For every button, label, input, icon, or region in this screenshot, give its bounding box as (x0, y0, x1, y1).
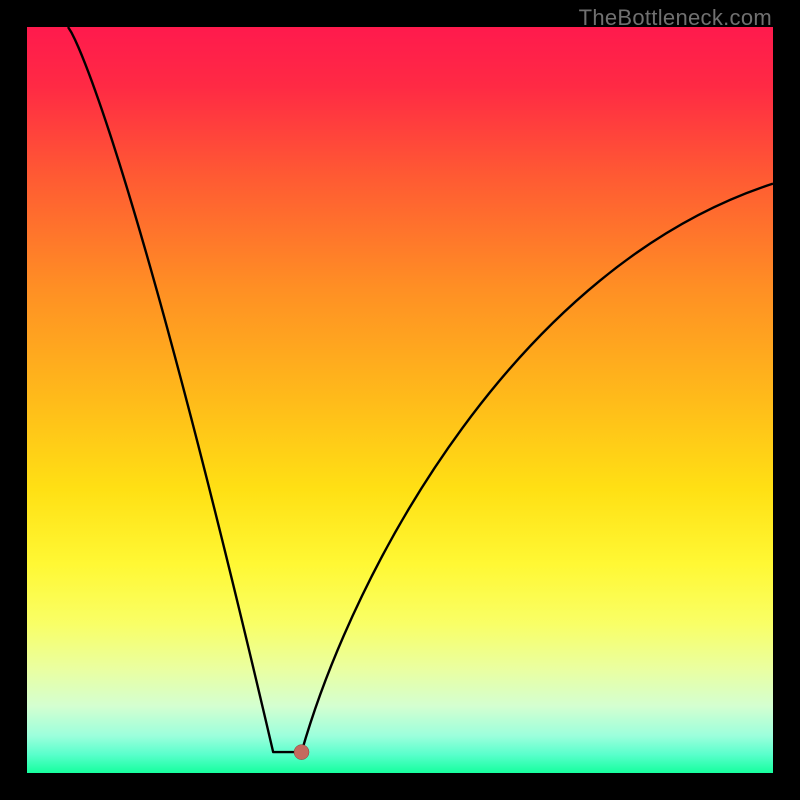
chart-container: TheBottleneck.com (0, 0, 800, 800)
optimal-point-marker (294, 745, 309, 760)
bottleneck-chart (0, 0, 800, 800)
plot-background (27, 27, 773, 773)
watermark-text: TheBottleneck.com (579, 5, 772, 31)
